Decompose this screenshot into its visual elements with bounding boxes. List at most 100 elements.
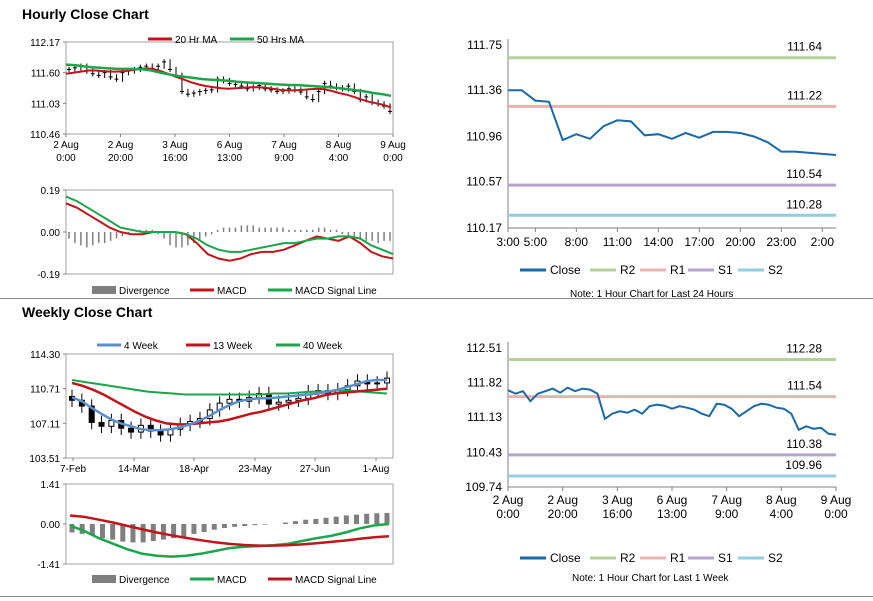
weekly-divergence-bar xyxy=(323,517,329,524)
hourly-price-x-tick-date: 9 Aug xyxy=(380,140,406,151)
hourly-levels-level-s2-label: 110.28 xyxy=(786,197,822,211)
weekly-levels-close-line xyxy=(507,386,837,436)
weekly-levels-level-r1-label: 111.54 xyxy=(787,379,822,393)
hourly-levels-x-tick: 2:00 xyxy=(811,235,835,249)
hourly-levels-y-tick-3: 110.57 xyxy=(466,175,502,189)
weekly-divergence-bar xyxy=(221,524,227,528)
weekly-divergence-bar xyxy=(313,518,319,524)
hourly-price-chart: 112.17 111.60 111.03 110.46 20 Hr MA 50 Hrs M… xyxy=(30,35,406,164)
weekly-macd-signal-line xyxy=(69,514,390,547)
weekly-levels-x-tick-time: 16:00 xyxy=(602,507,632,521)
weekly-divergence-bar xyxy=(242,524,248,526)
weekly-divergence-bar xyxy=(99,524,105,539)
weekly-legend-signal-label: MACD Signal Line xyxy=(295,575,377,586)
weekly-divergence-bar xyxy=(201,524,207,532)
hourly-levels-x-tick: 11:00 xyxy=(603,235,632,249)
weekly-price-x-tick: 1-Aug xyxy=(363,464,390,475)
hourly-levels-x-tick: 17:00 xyxy=(684,235,714,249)
weekly-divergence-bar xyxy=(160,524,166,540)
hourly-legend-divergence-label: Divergence xyxy=(119,286,170,297)
weekly-price-frame xyxy=(65,353,394,459)
weekly-divergence-bar xyxy=(130,524,136,543)
weekly-levels-y-tick-1: 111.82 xyxy=(467,376,502,390)
hourly-levels-y-tick-0: 111.75 xyxy=(467,38,502,52)
weekly-candle-body xyxy=(226,398,233,404)
legend-13-week-label: 13 Week xyxy=(213,341,253,352)
bottom-divider xyxy=(0,596,873,597)
weekly-macd-y-tick-0: 1.41 xyxy=(41,480,61,491)
hourly-macd-y-tick-0: 0.19 xyxy=(41,186,61,197)
weekly-candle-body xyxy=(285,399,292,403)
weekly-divergence-bar xyxy=(110,524,116,540)
weekly-price-chart: 114.30 110.71 107.11 103.51 4 Week 13 Week 40 … xyxy=(29,341,394,475)
hourly-price-x-tick-date: 2 Aug xyxy=(53,140,79,151)
weekly-levels-y-tick-2: 111.13 xyxy=(467,410,502,424)
weekly-levels-x-tick-time: 9:00 xyxy=(715,507,739,521)
weekly-legend-macd-label: MACD xyxy=(217,575,246,586)
hourly-price-x-tick-time: 20:00 xyxy=(108,153,133,164)
weekly-levels-x-tick-date: 2 Aug xyxy=(493,493,524,507)
hourly-legend-divergence-swatch xyxy=(92,286,116,294)
weekly-candle-body xyxy=(295,397,302,401)
hourly-levels-x-tick: 23:00 xyxy=(766,235,796,249)
weekly-divergence-bar xyxy=(333,516,339,524)
hourly-levels-y-tick-4: 110.17 xyxy=(466,221,502,235)
weekly-levels-x-tick-date: 3 Aug xyxy=(602,493,633,507)
weekly-legend-divergence-label: Divergence xyxy=(119,575,170,586)
weekly-divergence-bar xyxy=(120,524,126,542)
weekly-macd-y-tick-2: -1.41 xyxy=(37,560,60,571)
weekly-levels-chart: 112.51 111.82 111.13 110.43 109.74 112.28 111.… xyxy=(465,341,851,565)
weekly-price-y-tick-2: 107.11 xyxy=(30,419,60,430)
legend-50hrs-ma-label: 50 Hrs MA xyxy=(257,35,305,46)
hourly-price-y-tick-3: 110.46 xyxy=(30,130,60,141)
weekly-candle-body xyxy=(374,382,381,385)
weekly-section-title: Weekly Close Chart xyxy=(22,304,153,320)
weekly-price-y-tick-0: 114.30 xyxy=(30,350,60,361)
weekly-legend-divergence-swatch xyxy=(92,575,116,583)
hourly-price-x-tick-time: 9:00 xyxy=(274,153,294,164)
hourly-price-x-tick-date: 6 Aug xyxy=(217,140,243,151)
legend-20hr-ma-label: 20 Hr MA xyxy=(175,35,218,46)
hourly-section-title: Hourly Close Chart xyxy=(22,6,149,22)
weekly-price-y-tick-1: 110.71 xyxy=(30,385,60,396)
weekly-price-x-tick: 14-Mar xyxy=(118,464,150,475)
hourly-macd-y-tick-2: -0.19 xyxy=(37,270,60,281)
weekly-levels-legend-s2-label: S2 xyxy=(768,551,783,565)
hourly-levels-y-tick-1: 111.36 xyxy=(467,83,502,97)
weekly-macd-chart: 1.41 0.00 -1.41 Divergence MACD MACD Signal L… xyxy=(37,480,394,586)
weekly-divergence-bar xyxy=(171,524,177,539)
weekly-price-x-tick: 18-Apr xyxy=(179,464,210,475)
weekly-macd-y-tick-1: 0.00 xyxy=(41,520,61,531)
hourly-levels-x-tick: 8:00 xyxy=(565,235,589,249)
hourly-macd-line xyxy=(65,202,394,262)
weekly-levels-x-tick-time: 0:00 xyxy=(496,507,520,521)
hourly-levels-note: Note: 1 Hour Chart for Last 24 Hours xyxy=(570,289,734,300)
weekly-price-x-tick: 23-May xyxy=(238,464,271,475)
hourly-price-x-tick-date: 8 Aug xyxy=(326,140,352,151)
hourly-macd-signal-line xyxy=(65,195,394,256)
hourly-levels-x-tick: 3:00 xyxy=(496,235,520,249)
weekly-levels-y-tick-0: 112.51 xyxy=(466,341,502,355)
weekly-candle-body xyxy=(128,427,135,433)
weekly-divergence-bar xyxy=(282,522,288,524)
hourly-legend-macd-label: MACD xyxy=(217,286,246,297)
section-divider xyxy=(0,298,873,299)
hourly-price-x-tick-time: 0:00 xyxy=(56,153,76,164)
hourly-levels-level-r2-label: 111.64 xyxy=(787,40,822,54)
weekly-divergence-bar xyxy=(252,524,258,526)
weekly-price-x-tick: 27-Jun xyxy=(300,464,331,475)
hourly-macd-y-tick-1: 0.00 xyxy=(41,228,61,239)
weekly-divergence-bar xyxy=(354,514,360,524)
hourly-price-y-tick-2: 111.03 xyxy=(31,99,61,110)
hourly-50hrs-ma-line xyxy=(65,63,392,98)
weekly-levels-level-s1-label: 110.38 xyxy=(786,437,822,451)
hourly-price-x-tick-date: 2 Aug xyxy=(108,140,134,151)
weekly-levels-level-r2-label: 112.28 xyxy=(786,342,822,356)
hourly-levels-level-s1-label: 110.54 xyxy=(786,167,822,181)
hourly-levels-close-line xyxy=(508,89,837,156)
legend-4-week-label: 4 Week xyxy=(124,341,159,352)
weekly-divergence-bar xyxy=(303,519,309,524)
hourly-levels-chart: 111.75 111.36 110.96 110.57 110.17 111.64 111.… xyxy=(466,38,837,277)
hourly-price-x-tick-time: 4:00 xyxy=(329,153,349,164)
hourly-price-x-tick-time: 16:00 xyxy=(162,153,187,164)
